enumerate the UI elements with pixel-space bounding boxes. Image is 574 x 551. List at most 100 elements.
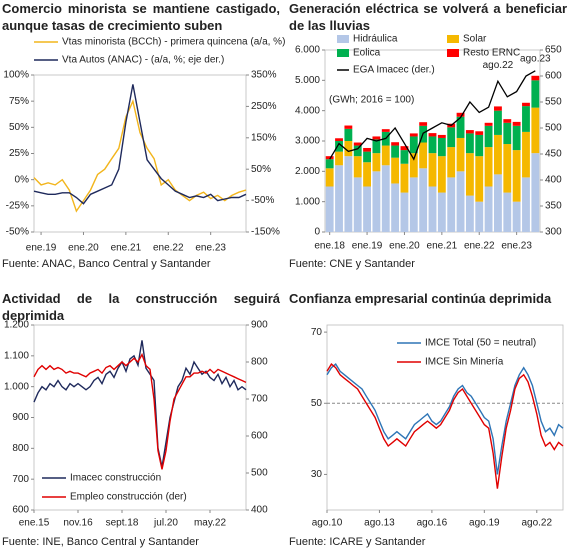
y-tick-label: 700 [251, 394, 268, 405]
bar [353, 145, 362, 157]
bar [409, 153, 418, 178]
y-tick-label: 600 [251, 431, 268, 442]
chart: 30 50 70 ago.10 ago.13 ago.16 ago.19 ago.22 IMCE… [311, 324, 564, 529]
y-tick-label: 300 [545, 227, 562, 238]
bar [522, 177, 530, 232]
y-tick-label: -25% [6, 200, 29, 211]
x-tick-label: ago.19 [469, 518, 500, 529]
bar [344, 125, 353, 129]
bar [400, 150, 409, 164]
bar [335, 151, 343, 166]
x-tick-label: ene.20 [68, 243, 99, 254]
chart-title: Generación eléctrica se volverá a benefi… [289, 1, 567, 33]
bar [325, 168, 334, 187]
x-tick-label: ago.16 [417, 518, 448, 529]
legend-label: Solar [463, 34, 487, 45]
annotation: ago.23 [520, 53, 551, 64]
bar [353, 142, 362, 146]
y-tick-label: 50 [311, 398, 323, 409]
x-tick-label: ene.20 [389, 241, 420, 252]
legend-label: Eolica [353, 48, 381, 59]
series-line [326, 363, 564, 475]
y-tick-label: 50% [251, 164, 271, 175]
bar [475, 134, 484, 157]
y-tick-label: 6.000 [295, 45, 320, 56]
bar [475, 201, 484, 232]
bar [428, 186, 437, 232]
bar [531, 80, 540, 108]
x-tick-label: ene.15 [19, 518, 50, 529]
y-tick-label: 0 [314, 227, 320, 238]
bar [503, 144, 512, 193]
legend-label: Hidráulica [353, 34, 398, 45]
bar [372, 153, 381, 172]
bar [522, 106, 530, 132]
panel: 30 50 70 ago.10 ago.13 ago.16 ago.19 ago.22 IMCE… [287, 290, 574, 551]
y-tick-label: -50% [6, 227, 29, 238]
x-tick-label: ene.23 [501, 241, 532, 252]
bar [484, 122, 493, 126]
bar [456, 112, 465, 117]
y-tick-label: 400 [545, 175, 562, 186]
bar [531, 153, 540, 232]
bar [419, 142, 428, 169]
bar [484, 186, 493, 232]
bar [381, 129, 390, 132]
x-tick-label: jul.20 [153, 518, 178, 529]
bar [391, 142, 400, 146]
annotation: (GWh; 2016 = 100) [329, 95, 414, 106]
x-tick-label: ene.18 [314, 241, 345, 252]
y-tick-label: 75% [9, 96, 29, 107]
plot-frame [326, 324, 564, 511]
bar [335, 138, 343, 141]
bar [531, 107, 540, 154]
bar [325, 186, 334, 232]
legend-label: Vtas minorista (BCCh) - primera quincena… [62, 37, 285, 48]
bar [475, 156, 484, 202]
chart-title: Comercio minorista se mantiene castigado… [2, 1, 280, 33]
bar [353, 177, 362, 232]
series-line [33, 340, 247, 467]
bar [531, 75, 540, 81]
y-tick-label: 3.000 [295, 136, 320, 147]
y-tick-label: 500 [545, 123, 562, 134]
bar [391, 183, 400, 232]
y-tick-label: 4.000 [295, 105, 320, 116]
x-tick-label: may.22 [194, 518, 226, 529]
series-line [326, 363, 564, 489]
bar [409, 136, 418, 154]
chart-title: Actividad de la construcción seguirá dep… [2, 291, 280, 323]
y-tick-label: 600 [12, 505, 29, 516]
plot-frame [33, 74, 247, 233]
annotation: ago.22 [483, 60, 514, 71]
bar [456, 137, 465, 172]
bar [344, 156, 353, 232]
bar [494, 110, 502, 135]
y-tick-label: 900 [12, 412, 29, 423]
bar [372, 139, 381, 154]
bar [437, 192, 446, 232]
bar [391, 157, 400, 184]
series-line [33, 84, 247, 205]
x-tick-label: ago.22 [521, 518, 552, 529]
legend-label: Imacec construcción [70, 473, 161, 484]
bar [456, 116, 465, 138]
x-tick-label: ene.19 [26, 243, 57, 254]
y-tick-label: 0% [15, 174, 30, 185]
bar [456, 171, 465, 232]
source: Fuente: ANAC, Banco Central y Santander [2, 258, 211, 270]
bar [512, 121, 521, 126]
source: Fuente: CNE y Santander [289, 258, 415, 270]
legend-label: EGA Imacec (der.) [353, 65, 435, 76]
y-tick-label: 800 [251, 357, 268, 368]
bar [363, 151, 371, 163]
y-tick-label: 350% [251, 70, 277, 81]
bar [512, 125, 521, 151]
bar [503, 119, 512, 123]
y-tick-label: 650 [545, 45, 562, 56]
legend-swatch [447, 35, 459, 43]
y-tick-label: 250% [251, 101, 277, 112]
x-tick-label: ene.21 [111, 243, 142, 254]
bar [363, 162, 371, 187]
x-tick-label: nov.16 [63, 518, 93, 529]
